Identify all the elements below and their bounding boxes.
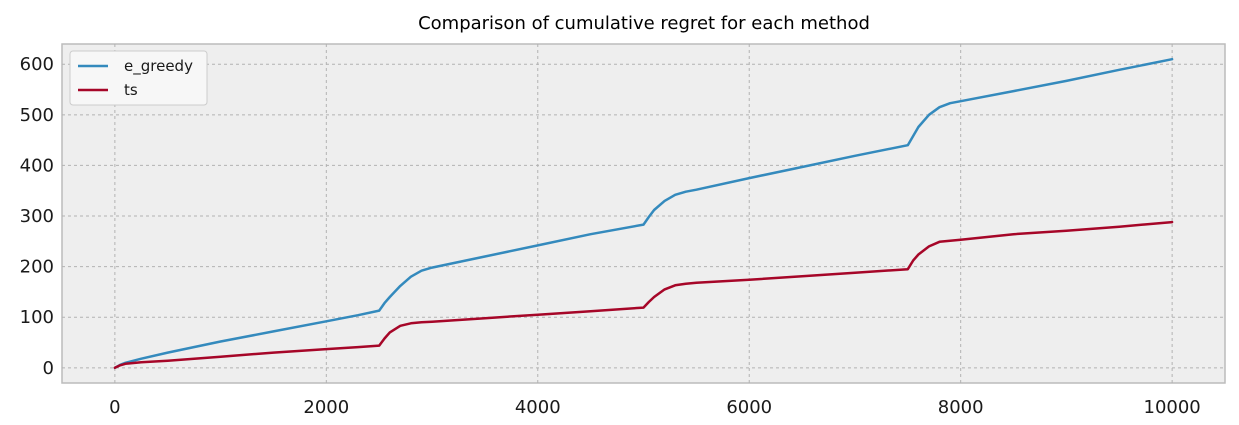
series-group xyxy=(113,57,1174,370)
series-line-e-greedy xyxy=(113,57,1174,370)
y-tick-label: 200 xyxy=(20,257,54,278)
y-tick-label: 100 xyxy=(20,307,54,328)
x-tick-label: 4000 xyxy=(515,397,561,418)
x-tick-label: 2000 xyxy=(303,397,349,418)
y-tick-label: 500 xyxy=(20,105,54,126)
legend-label-e-greedy: e_greedy xyxy=(124,57,193,76)
x-tick-label: 8000 xyxy=(938,397,984,418)
x-tick-label: 6000 xyxy=(726,397,772,418)
x-axis: 0 2000 4000 6000 8000 10000 xyxy=(109,397,1201,418)
y-tick-label: 300 xyxy=(20,206,54,227)
x-tick-label: 10000 xyxy=(1144,397,1201,418)
x-tick-label: 0 xyxy=(109,397,120,418)
series-line-ts xyxy=(113,220,1174,370)
chart-title: Comparison of cumulative regret for each… xyxy=(418,13,870,34)
y-tick-label: 0 xyxy=(43,358,54,379)
plot-area xyxy=(61,43,1226,384)
legend-label-ts: ts xyxy=(124,81,138,99)
plot-background xyxy=(61,43,1226,384)
y-tick-label: 400 xyxy=(20,155,54,176)
y-tick-label: 600 xyxy=(20,54,54,75)
y-axis: 0 100 200 300 400 500 600 xyxy=(20,54,54,379)
legend-box xyxy=(69,50,208,106)
